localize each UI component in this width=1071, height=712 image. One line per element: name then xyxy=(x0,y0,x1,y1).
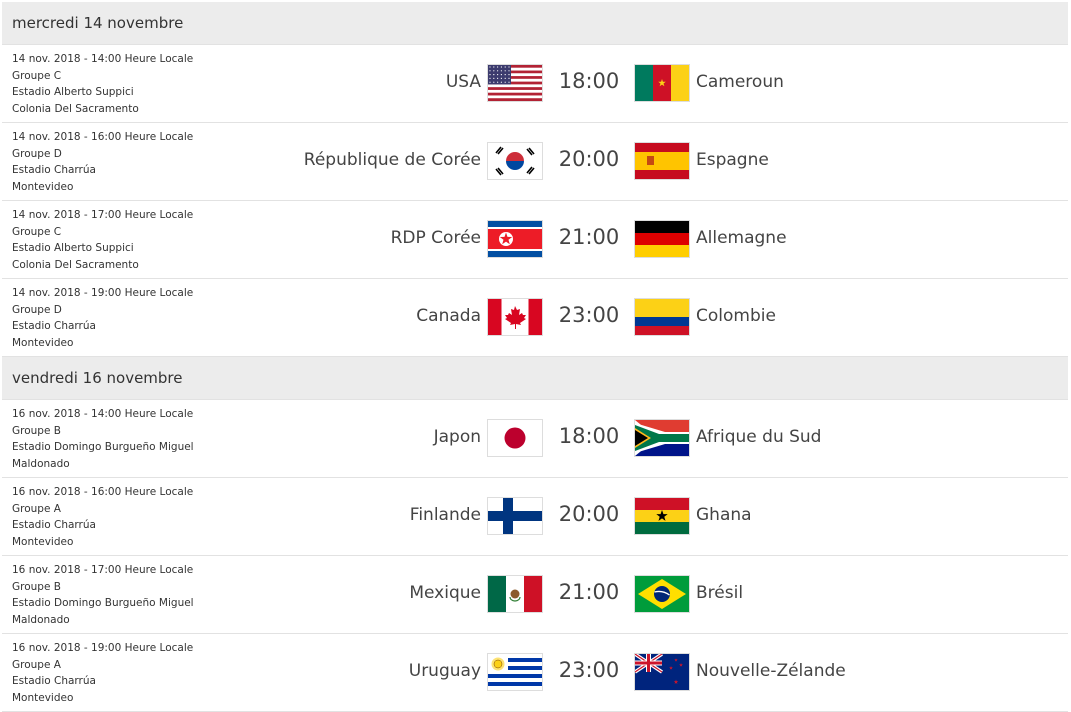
home-team[interactable]: Japon xyxy=(433,427,481,447)
away-flag-icon xyxy=(634,64,690,102)
match-stadium: Estadio Domingo Burgueño Miguel xyxy=(12,441,194,453)
match-stadium: Estadio Charrúa xyxy=(12,519,96,531)
match-row[interactable]: 14 nov. 2018 - 19:00 Heure Locale Groupe… xyxy=(2,279,1068,357)
match-info: 14 nov. 2018 - 14:00 Heure Locale Groupe… xyxy=(12,51,193,117)
match-group: Groupe A xyxy=(12,502,61,515)
match-stadium: Estadio Alberto Suppici xyxy=(12,86,134,98)
home-flag-icon xyxy=(487,64,543,102)
match-city: Montevideo xyxy=(12,180,74,193)
match-group: Groupe D xyxy=(12,303,62,316)
match-group: Groupe D xyxy=(12,147,62,160)
match-datetime: 16 nov. 2018 - 19:00 Heure Locale xyxy=(12,642,194,654)
match-city: Colonia Del Sacramento xyxy=(12,102,139,115)
home-team[interactable]: RDP Corée xyxy=(390,228,481,248)
day-header: mercredi 14 novembre xyxy=(2,2,1068,45)
match-group: Groupe C xyxy=(12,225,62,238)
match-time: 20:00 xyxy=(558,147,620,171)
home-flag-icon xyxy=(487,497,543,535)
away-flag-icon xyxy=(634,220,690,258)
match-info: 14 nov. 2018 - 19:00 Heure Locale Groupe… xyxy=(12,285,193,351)
away-flag-icon xyxy=(634,142,690,180)
home-flag-icon xyxy=(487,419,543,457)
away-team[interactable]: Allemagne xyxy=(696,228,787,248)
away-team[interactable]: Espagne xyxy=(696,150,769,170)
home-flag-icon xyxy=(487,653,543,691)
match-city: Montevideo xyxy=(12,535,74,548)
match-city: Maldonado xyxy=(12,613,70,626)
match-stadium: Estadio Charrúa xyxy=(12,164,96,176)
match-row[interactable]: 16 nov. 2018 - 17:00 Heure Locale Groupe… xyxy=(2,556,1068,634)
away-flag-icon xyxy=(634,419,690,457)
away-flag-icon xyxy=(634,575,690,613)
match-datetime: 14 nov. 2018 - 17:00 Heure Locale xyxy=(12,209,194,221)
home-team[interactable]: Finlande xyxy=(409,505,481,525)
match-group: Groupe B xyxy=(12,580,61,593)
match-time: 23:00 xyxy=(558,658,620,682)
away-team[interactable]: Nouvelle-Zélande xyxy=(696,661,846,681)
match-datetime: 16 nov. 2018 - 16:00 Heure Locale xyxy=(12,486,194,498)
match-info: 16 nov. 2018 - 19:00 Heure Locale Groupe… xyxy=(12,640,193,706)
home-team[interactable]: USA xyxy=(445,72,481,92)
match-datetime: 14 nov. 2018 - 16:00 Heure Locale xyxy=(12,131,194,143)
away-team[interactable]: Colombie xyxy=(696,306,776,326)
match-stadium: Estadio Charrúa xyxy=(12,675,96,687)
match-time: 23:00 xyxy=(558,303,620,327)
home-flag-icon xyxy=(487,220,543,258)
home-flag-icon xyxy=(487,142,543,180)
home-team[interactable]: Uruguay xyxy=(408,661,481,681)
match-info: 16 nov. 2018 - 17:00 Heure Locale Groupe… xyxy=(12,562,194,628)
home-team[interactable]: Canada xyxy=(416,306,481,326)
match-info: 14 nov. 2018 - 16:00 Heure Locale Groupe… xyxy=(12,129,193,195)
match-group: Groupe B xyxy=(12,424,61,437)
match-city: Colonia Del Sacramento xyxy=(12,258,139,271)
home-flag-icon xyxy=(487,298,543,336)
away-team[interactable]: Ghana xyxy=(696,505,752,525)
away-team[interactable]: Afrique du Sud xyxy=(696,427,822,447)
match-row[interactable]: 14 nov. 2018 - 14:00 Heure Locale Groupe… xyxy=(2,45,1068,123)
day-header: vendredi 16 novembre xyxy=(2,357,1068,400)
home-team[interactable]: Mexique xyxy=(409,583,481,603)
match-time: 21:00 xyxy=(558,580,620,604)
match-row[interactable]: 14 nov. 2018 - 16:00 Heure Locale Groupe… xyxy=(2,123,1068,201)
match-time: 20:00 xyxy=(558,502,620,526)
match-stadium: Estadio Charrúa xyxy=(12,320,96,332)
match-row[interactable]: 16 nov. 2018 - 14:00 Heure Locale Groupe… xyxy=(2,400,1068,478)
away-team[interactable]: Cameroun xyxy=(696,72,784,92)
match-datetime: 16 nov. 2018 - 17:00 Heure Locale xyxy=(12,564,194,576)
match-datetime: 14 nov. 2018 - 14:00 Heure Locale xyxy=(12,53,194,65)
match-city: Maldonado xyxy=(12,457,70,470)
match-time: 18:00 xyxy=(558,69,620,93)
match-group: Groupe A xyxy=(12,658,61,671)
away-flag-icon xyxy=(634,497,690,535)
away-flag-icon xyxy=(634,298,690,336)
match-row[interactable]: 16 nov. 2018 - 16:00 Heure Locale Groupe… xyxy=(2,478,1068,556)
away-flag-icon xyxy=(634,653,690,691)
match-city: Montevideo xyxy=(12,336,74,349)
match-row[interactable]: 16 nov. 2018 - 19:00 Heure Locale Groupe… xyxy=(2,634,1068,712)
match-datetime: 14 nov. 2018 - 19:00 Heure Locale xyxy=(12,287,194,299)
match-info: 16 nov. 2018 - 14:00 Heure Locale Groupe… xyxy=(12,406,194,472)
match-time: 21:00 xyxy=(558,225,620,249)
match-stadium: Estadio Domingo Burgueño Miguel xyxy=(12,597,194,609)
home-flag-icon xyxy=(487,575,543,613)
match-group: Groupe C xyxy=(12,69,62,82)
home-team[interactable]: République de Corée xyxy=(303,150,481,170)
away-team[interactable]: Brésil xyxy=(696,583,744,603)
match-time: 18:00 xyxy=(558,424,620,448)
match-city: Montevideo xyxy=(12,691,74,704)
match-row[interactable]: 14 nov. 2018 - 17:00 Heure Locale Groupe… xyxy=(2,201,1068,279)
match-info: 14 nov. 2018 - 17:00 Heure Locale Groupe… xyxy=(12,207,193,273)
match-datetime: 16 nov. 2018 - 14:00 Heure Locale xyxy=(12,408,194,420)
match-info: 16 nov. 2018 - 16:00 Heure Locale Groupe… xyxy=(12,484,193,550)
match-stadium: Estadio Alberto Suppici xyxy=(12,242,134,254)
